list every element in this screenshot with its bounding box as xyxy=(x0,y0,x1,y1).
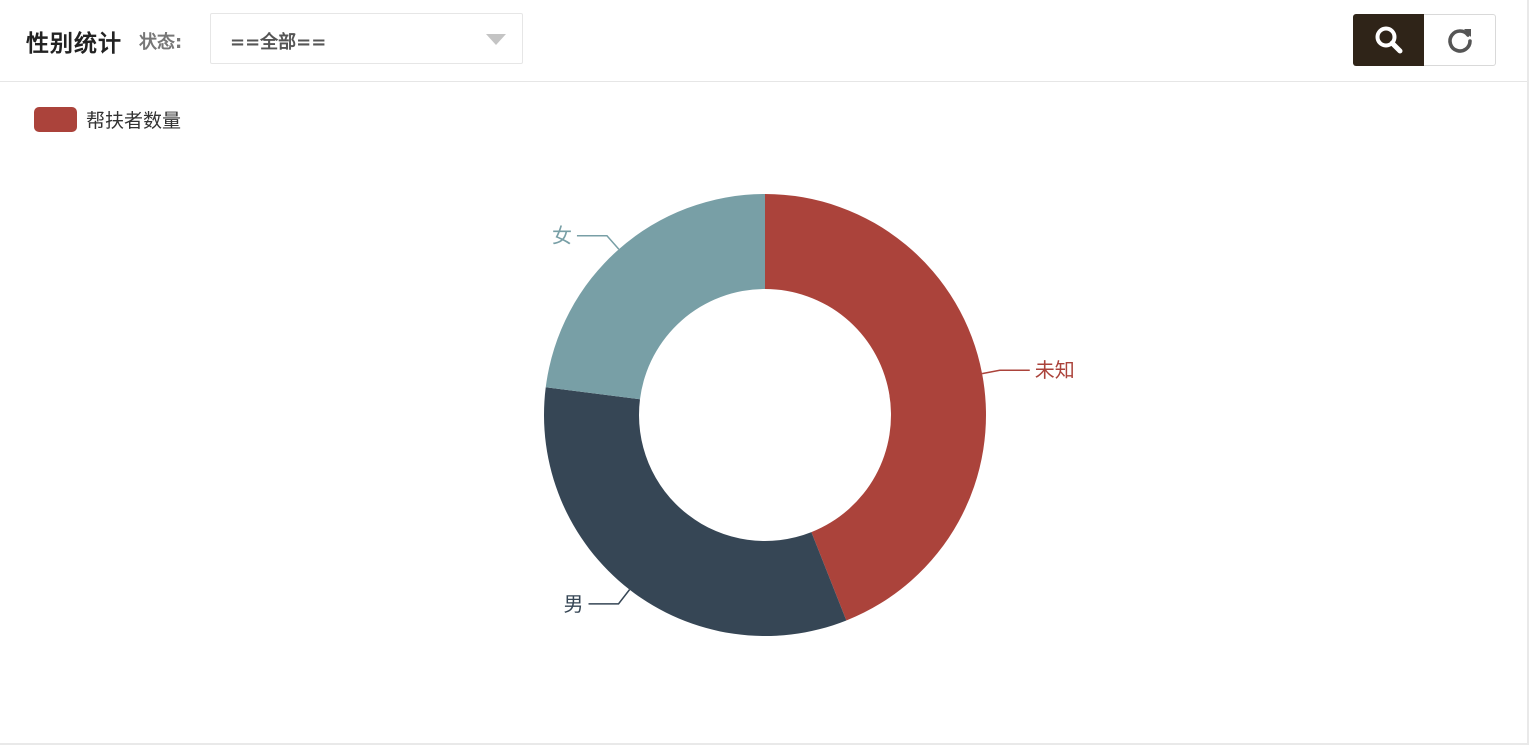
search-icon xyxy=(1375,26,1403,54)
refresh-icon xyxy=(1447,29,1472,53)
legend-label: 帮扶者数量 xyxy=(86,110,182,132)
slice-leader-line xyxy=(981,369,1030,375)
slice-label: 男 xyxy=(564,592,584,616)
caret-down-icon xyxy=(486,34,506,45)
legend-swatch xyxy=(34,107,77,132)
slice-label: 未知 xyxy=(1035,358,1075,382)
slice-label: 女 xyxy=(552,224,572,248)
slice-leader-line xyxy=(588,589,631,605)
toolbar: 性别统计 状态: ==全部== xyxy=(0,0,1527,82)
status-select[interactable]: ==全部== xyxy=(210,13,523,64)
page-title: 性别统计 xyxy=(26,31,122,57)
status-label: 状态: xyxy=(139,32,183,53)
status-select-value: ==全部== xyxy=(230,32,327,53)
slice-leader-line xyxy=(576,234,620,250)
pie-slice[interactable] xyxy=(545,194,765,400)
pie-slice[interactable] xyxy=(544,387,847,636)
chart-legend-item[interactable]: 帮扶者数量 xyxy=(34,106,181,133)
search-button[interactable] xyxy=(1353,14,1425,66)
refresh-button[interactable] xyxy=(1424,14,1496,66)
pie-slice[interactable] xyxy=(765,194,987,621)
